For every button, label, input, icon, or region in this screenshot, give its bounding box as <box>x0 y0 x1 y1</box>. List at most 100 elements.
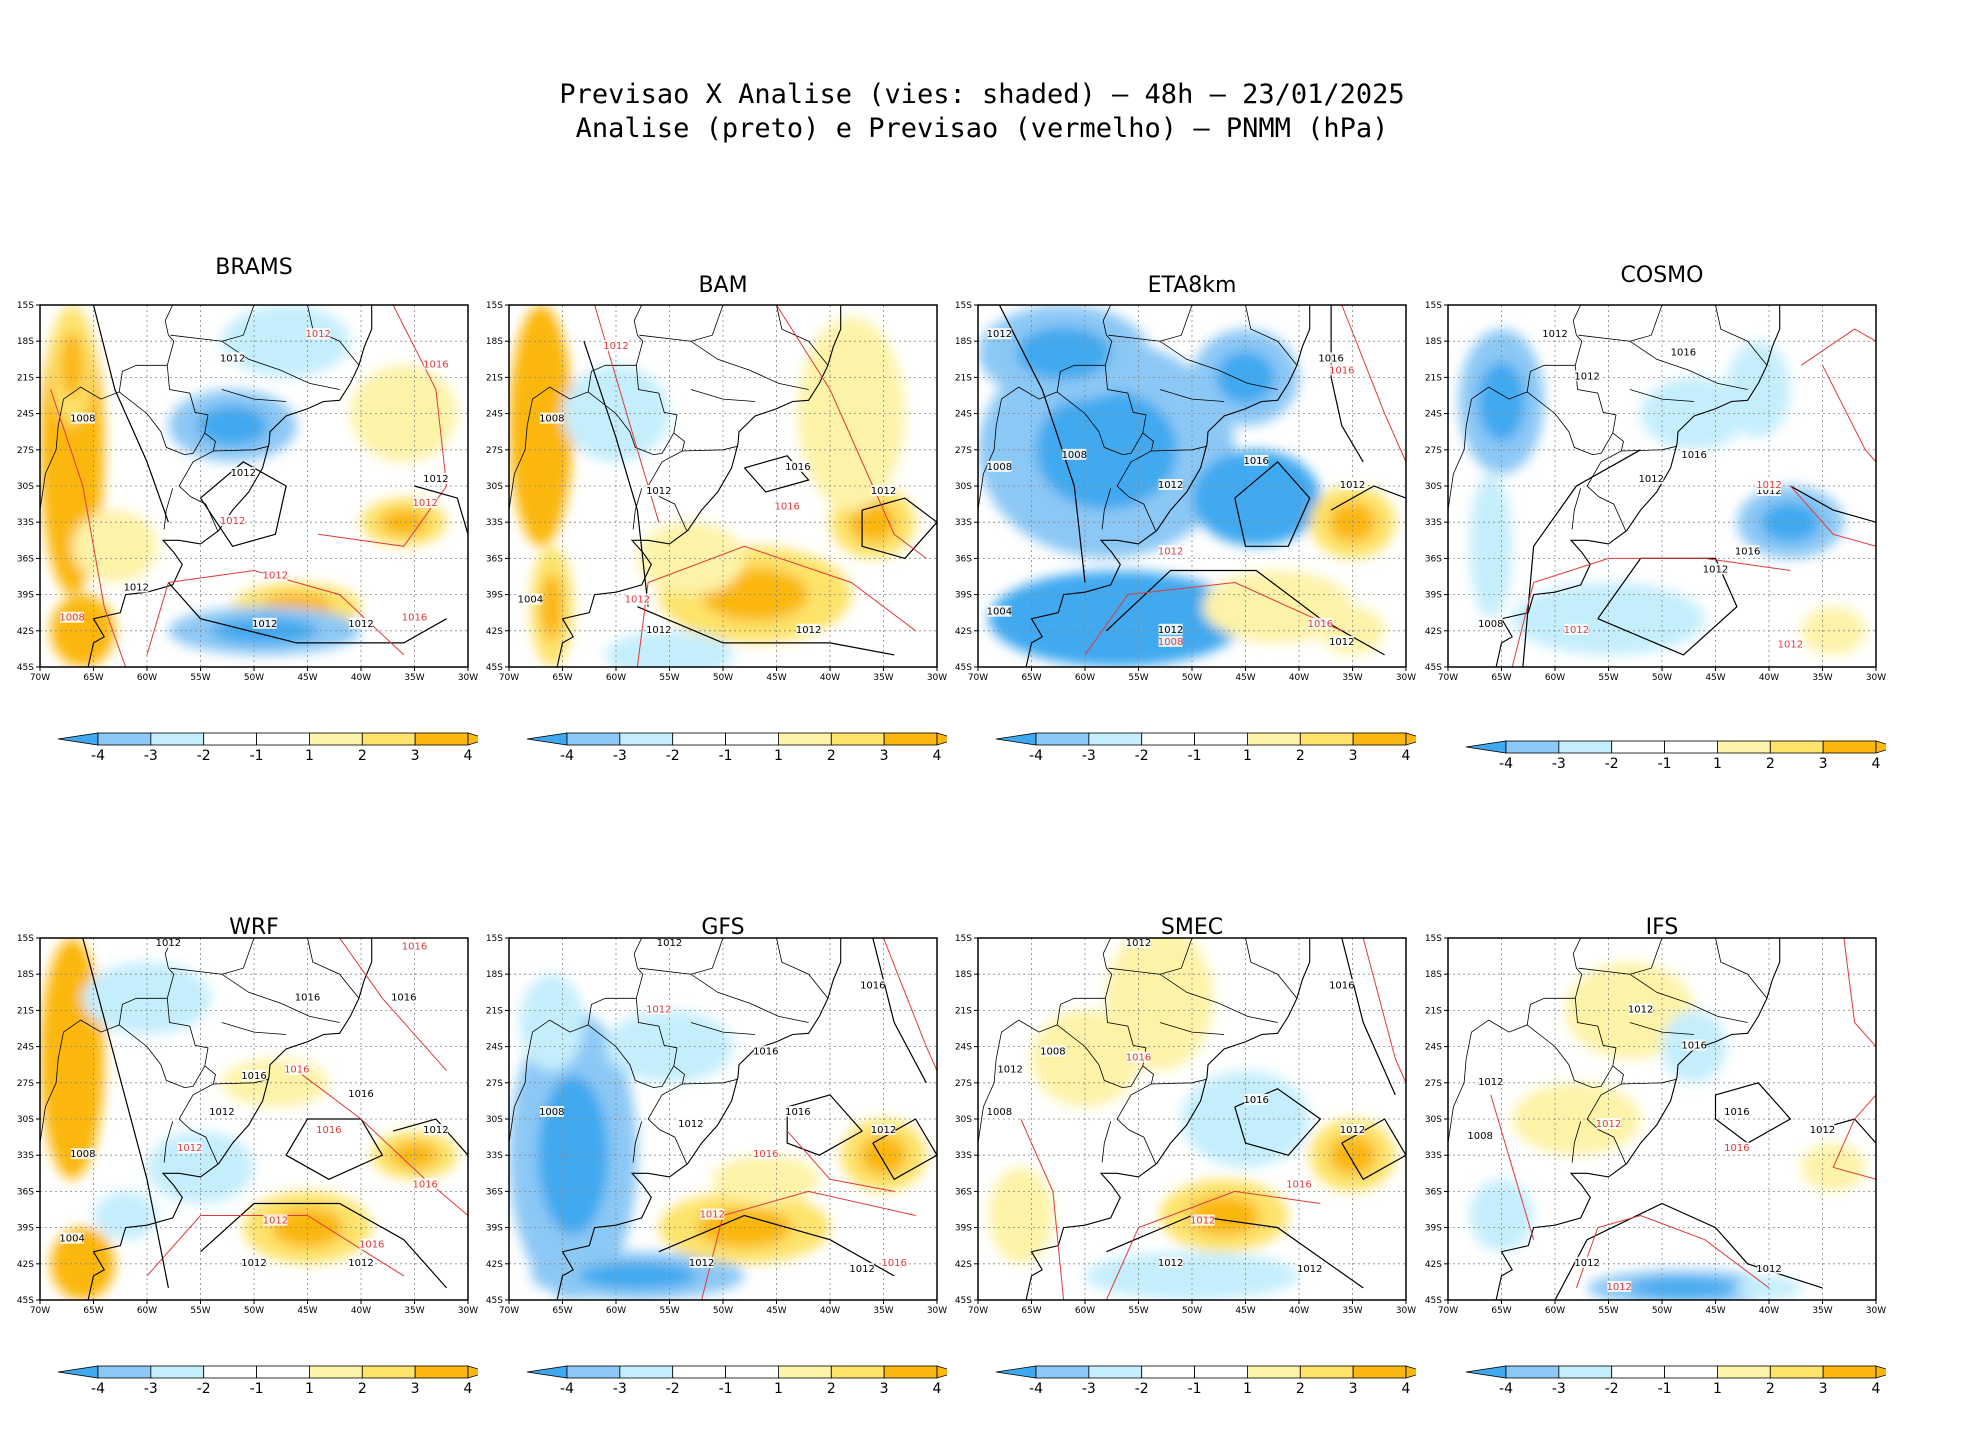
country-border <box>1101 1121 1112 1163</box>
bias-area <box>1469 473 1513 619</box>
bias-core <box>1760 502 1820 543</box>
lat-tick-label: 21S <box>1425 373 1442 383</box>
colorbar-gfs: -4 -3 -2 -1 1 2 3 4 <box>526 1365 947 1396</box>
isobar-label: 1012 <box>1574 1258 1599 1269</box>
analysis-isobar <box>1790 485 1876 523</box>
lon-tick-label: 40W <box>820 673 840 683</box>
lat-tick-label: 27S <box>17 1079 34 1089</box>
isobar-label: 1016 <box>1724 1143 1749 1154</box>
bias-area <box>1512 582 1705 655</box>
lat-tick-label: 21S <box>955 373 972 383</box>
isobar-label: 1008 <box>539 1107 564 1118</box>
map-panel-brams: 1012 1008 1012 1012 1012 1012 1012 1016 1012 1012… <box>17 301 478 683</box>
colorbar-segment <box>619 732 674 746</box>
forecast-isobar <box>296 1070 468 1216</box>
lon-tick-label: 45W <box>297 673 317 683</box>
isobar-label-bg <box>700 1208 725 1220</box>
country-border <box>221 1022 287 1035</box>
lon-tick-label: 45W <box>297 1306 317 1316</box>
lon-tick-label: 60W <box>1075 673 1095 683</box>
lon-tick-label: 60W <box>1545 1306 1565 1316</box>
country-border <box>221 389 287 402</box>
isobar-label: 1012 <box>1190 1216 1215 1227</box>
country-border <box>1621 1078 1678 1085</box>
isobar-label: 1012 <box>1158 546 1183 557</box>
isobar-label-bg <box>689 1256 714 1268</box>
isobar-label-bg <box>423 1124 448 1136</box>
lon-tick-label: 65W <box>83 1306 103 1316</box>
isobar-label: 1012 <box>1478 1077 1503 1088</box>
panel-title-eta8km: ETA8km <box>1147 273 1237 298</box>
isobar-label: 1012 <box>241 1258 266 1269</box>
isobar-label: 1016 <box>1243 456 1268 467</box>
bias-core <box>1328 1135 1377 1176</box>
isobar-label: 1016 <box>785 1107 810 1118</box>
forecast-isobar <box>1790 485 1876 547</box>
isobar-label-bg <box>998 1063 1023 1075</box>
colorbar-tick-label: -2 <box>1135 1381 1149 1396</box>
isobar-label: 1012 <box>1126 938 1151 949</box>
country-border <box>1101 488 1112 530</box>
colorbar-tick-label: -1 <box>1188 748 1202 763</box>
forecast-isobar <box>786 1130 895 1192</box>
coastline <box>509 938 842 1300</box>
bias-core <box>380 508 428 536</box>
isobar-label-bg <box>1478 617 1503 629</box>
analysis-isobar <box>872 938 927 1084</box>
colorbar-segment <box>830 1365 885 1379</box>
colorbar-tick-label: 1 <box>305 1381 314 1396</box>
isobar-label: 1012 <box>1340 1125 1365 1136</box>
country-border <box>1629 1022 1695 1035</box>
colorbar-tick-label: 4 <box>464 748 473 763</box>
lat-tick-label: 42S <box>17 627 34 637</box>
colorbar-segment <box>1247 1365 1301 1379</box>
country-border <box>633 938 687 1164</box>
country-border <box>170 967 340 1023</box>
bias-core <box>1035 390 1178 510</box>
grid-lines <box>40 938 468 1300</box>
map-panel-bam: 1012 1008 1016 1012 1012 1012 1004 1012 1012 1016… <box>486 301 947 683</box>
isobar-label-bg <box>1724 1105 1749 1117</box>
isobar-label: 1012 <box>1703 564 1728 575</box>
lat-tick-label: 24S <box>17 410 34 420</box>
colorbar-tick-label: -1 <box>719 748 733 763</box>
lat-tick-label: 33S <box>955 518 972 528</box>
lon-tick-label: 50W <box>244 1306 264 1316</box>
colorbar-tick-label: 2 <box>827 1381 836 1396</box>
country-border <box>1448 386 1528 548</box>
panel-title-smec: SMEC <box>1160 915 1224 940</box>
colorbar-segment <box>566 1365 621 1379</box>
lon-tick-label: 55W <box>1598 673 1618 683</box>
country-border <box>1629 305 1663 342</box>
colorbar-brams: -4 -3 -2 -1 1 2 3 4 <box>57 732 478 763</box>
colorbar-extend-high <box>1405 1365 1416 1379</box>
colorbar-segment <box>725 1365 779 1379</box>
analysis-isobar <box>786 1094 864 1156</box>
lat-tick-label: 24S <box>486 1043 503 1053</box>
coastline <box>1448 305 1781 667</box>
colorbar-wrf: -4 -3 -2 -1 1 2 3 4 <box>57 1365 478 1396</box>
isobar-label-bg <box>231 466 256 478</box>
colorbar-tick-label: 4 <box>1402 1381 1411 1396</box>
isobar-label-bg <box>423 472 448 484</box>
colorbar-extend-high <box>1875 740 1886 754</box>
colorbar-tick-label: -2 <box>197 1381 211 1396</box>
colorbar-segment <box>1299 1365 1354 1379</box>
isobar-label-bg <box>349 617 373 629</box>
colorbar-tick-label: -4 <box>91 1381 105 1396</box>
lat-tick-label: 45S <box>955 1296 972 1306</box>
isobar-label: 1012 <box>177 1143 202 1154</box>
lat-tick-label: 30S <box>17 1115 34 1125</box>
lat-tick-label: 45S <box>1425 663 1442 673</box>
lat-tick-label: 18S <box>955 337 972 347</box>
colorbar-segment <box>1664 1365 1718 1379</box>
country-border <box>1571 1121 1582 1163</box>
colorbar-segment <box>1611 1365 1665 1379</box>
colorbar-tick-label: -3 <box>144 748 158 763</box>
isobar-label-bg <box>284 1063 309 1075</box>
isobar-label: 1012 <box>156 938 181 949</box>
lon-tick-label: 60W <box>1075 1306 1095 1316</box>
isobar-label-bg <box>882 1256 907 1268</box>
colorbar-segment <box>1558 1365 1613 1379</box>
isobar-label: 1016 <box>860 980 885 991</box>
